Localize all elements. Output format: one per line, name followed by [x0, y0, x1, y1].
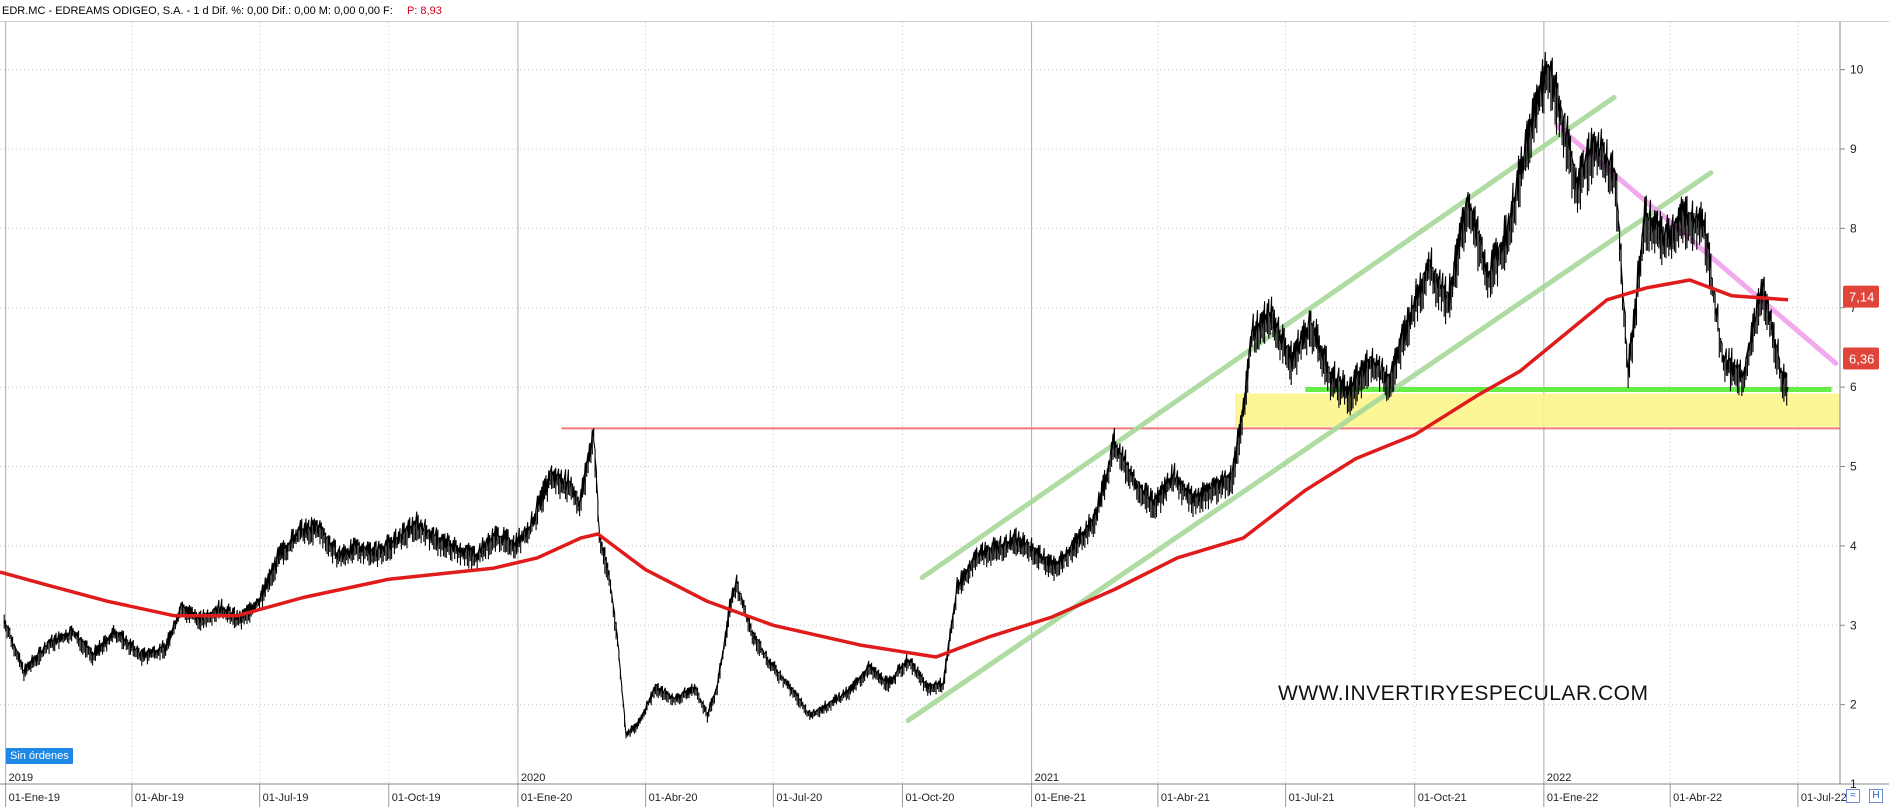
trendline [919, 94, 1617, 581]
m2-value: 0,00 [358, 5, 380, 17]
x-tick-label: 01-Ene-21 [1035, 792, 1086, 804]
watermark: WWW.INVERTIRYESPECULAR.COM [1278, 682, 1649, 705]
axes: 1 2 3 4 5 6 7 8 9 10 01-Ene-19 01-Abr-19 01-Jul-19 01… [0, 22, 1889, 807]
x-tick-label: 01-Oct-21 [1418, 792, 1467, 804]
x-tick-label: 01-Jul-20 [776, 792, 822, 804]
year-label: 2021 [1035, 772, 1059, 784]
period: 1 d [193, 5, 209, 17]
dif-value: 0,00 [294, 5, 316, 17]
last-label: P: [406, 5, 418, 17]
x-tick-label: 01-Ene-19 [9, 792, 60, 804]
tool-icon[interactable]: H [1869, 789, 1883, 803]
y-tick-label: 9 [1850, 142, 1857, 156]
trendline [905, 170, 1714, 723]
x-tick-label: 01-Ene-20 [521, 792, 572, 804]
y-tick-label: 1 [1850, 777, 1857, 791]
price-tag [1843, 347, 1879, 370]
chart-type-icon[interactable]: ≈ [1845, 789, 1860, 803]
x-tick-label: 01-Abr-20 [649, 792, 698, 804]
y-tick-label: 5 [1850, 460, 1857, 474]
y-tick-label: 2 [1850, 698, 1857, 712]
y-tick-label: 10 [1850, 63, 1864, 77]
x-tick-label: 01-Oct-20 [905, 792, 954, 804]
price-tag [1843, 285, 1879, 308]
last-value: 8,93 [420, 5, 442, 17]
m-value: 0,00 [334, 5, 356, 17]
x-tick-label: 01-Abr-19 [135, 792, 184, 804]
company-name: EDREAMS ODIGEO, S.A. [55, 5, 184, 17]
bottom-toolbar: ≈ H [1840, 789, 1883, 803]
f-label: F: [383, 5, 393, 17]
x-tick-label: 01-Abr-21 [1161, 792, 1210, 804]
series [0, 51, 1789, 739]
price-tag-label: 7,14 [1849, 290, 1874, 305]
support-zones [1235, 393, 1840, 427]
m-label: M: [318, 5, 331, 17]
dif-label: Dif.: [271, 5, 292, 17]
dif-pct-value: 0,00 [247, 5, 269, 17]
x-tick-label: 01-Jul-21 [1289, 792, 1335, 804]
orders-status-badge[interactable]: Sin órdenes [6, 748, 73, 764]
moving-average-line [0, 278, 1789, 659]
y-tick-label: 6 [1850, 380, 1857, 394]
x-tick-label: 01-Jul-19 [263, 792, 309, 804]
year-label: 2019 [9, 772, 33, 784]
x-tick-label: 01-Jul-22 [1801, 792, 1847, 804]
x-tick-label: 01-Oct-19 [392, 792, 441, 804]
y-tick-label: 8 [1850, 221, 1857, 235]
y-tick-label: 4 [1850, 539, 1857, 553]
y-tick-label: 7 [1850, 301, 1857, 315]
price-series-line [3, 51, 1789, 739]
support-zone [1235, 393, 1840, 427]
year-label: 2022 [1547, 772, 1571, 784]
year-label: 2020 [521, 772, 545, 784]
separator: - [186, 5, 191, 17]
chart-header: EDR.MC - EDREAMS ODIGEO, S.A. - 1 d Dif.… [0, 0, 1889, 22]
x-tick-label: 01-Abr-22 [1673, 792, 1722, 804]
y-tick-label: 3 [1850, 618, 1857, 632]
price-tag-label: 6,36 [1849, 352, 1874, 367]
x-tick-label: 01-Ene-22 [1547, 792, 1598, 804]
dif-pct-label: Dif. %: [211, 5, 245, 17]
ticker: EDR.MC [2, 5, 46, 17]
price-tags: 7,14 6,36 [1843, 285, 1879, 370]
separator: - [48, 5, 53, 17]
